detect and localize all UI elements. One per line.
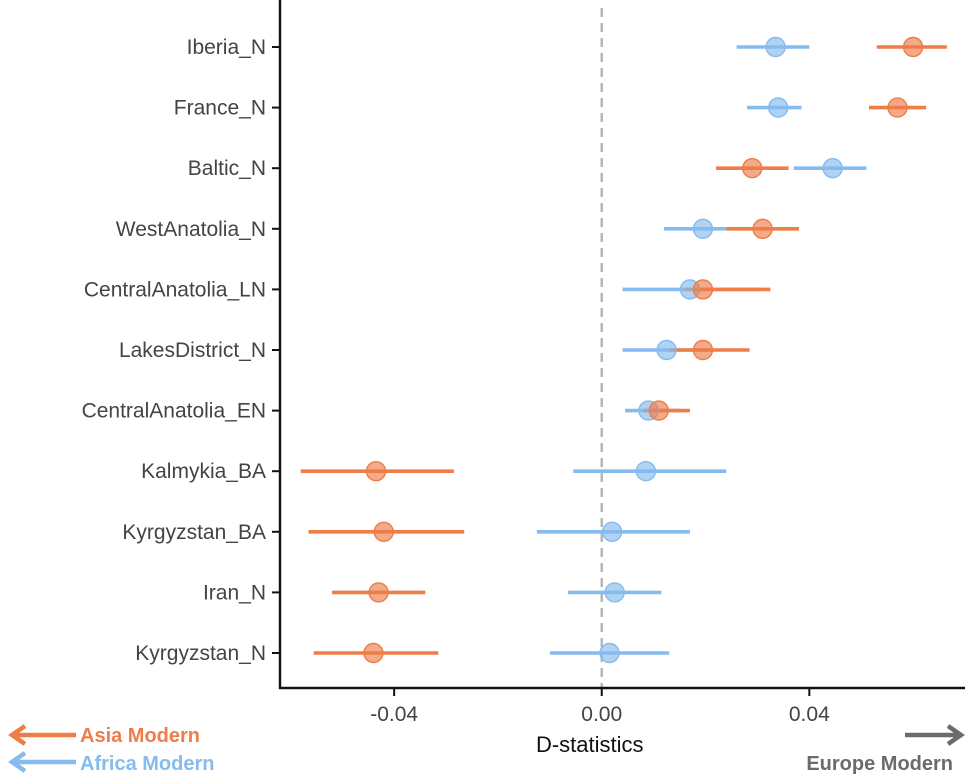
category-label: LakesDistrict_N	[119, 339, 266, 362]
category-label: WestAnatolia_N	[116, 218, 266, 241]
x-axis-title: D-statistics	[536, 732, 644, 757]
legend-europe-modern: Europe Modern	[806, 753, 953, 775]
direction-legend: Asia Modern Africa Modern Europe Modern	[8, 724, 965, 775]
africa-arrow-head	[8, 751, 27, 773]
category-label: Kyrgyzstan_BA	[122, 521, 266, 544]
category-label: CentralAnatolia_LN	[84, 278, 266, 301]
x-tick-label: 0.00	[581, 703, 622, 726]
category-label: Kalmykia_BA	[141, 460, 266, 483]
legend-asia-modern: Asia Modern	[80, 725, 200, 747]
point-africa	[692, 218, 714, 240]
x-tick-label: 0.04	[789, 703, 830, 726]
category-label: France_N	[174, 97, 266, 120]
category-label: Iberia_N	[187, 36, 266, 59]
point-asia	[363, 642, 384, 664]
point-asia	[887, 97, 908, 118]
legend-africa-modern: Africa Modern	[80, 753, 214, 775]
point-asia	[692, 339, 714, 361]
marks-layer	[300, 36, 947, 664]
asia-arrow-head	[8, 724, 27, 746]
axes-layer	[272, 0, 965, 696]
category-label: CentralAnatolia_EN	[82, 400, 266, 423]
point-asia	[902, 36, 924, 58]
point-asia	[692, 279, 714, 300]
point-asia	[648, 400, 670, 421]
point-africa	[822, 157, 843, 179]
point-asia	[742, 157, 763, 179]
category-label: Iran_N	[203, 581, 266, 604]
point-africa	[599, 642, 620, 664]
point-africa	[635, 461, 657, 482]
point-asia	[365, 461, 387, 482]
europe-arrow-head	[946, 724, 965, 746]
point-asia	[752, 218, 773, 240]
point-asia	[368, 582, 389, 603]
category-label: Baltic_N	[188, 157, 266, 180]
point-asia	[373, 521, 394, 542]
point-africa	[656, 339, 677, 361]
category-label: Kyrgyzstan_N	[135, 642, 266, 665]
point-africa	[604, 582, 625, 603]
x-tick-label: -0.04	[370, 703, 418, 726]
point-africa	[765, 36, 786, 58]
point-africa	[601, 521, 623, 542]
labels-layer: -0.04 0.00 0.04 D-statistics Iberia_N France_…	[82, 36, 831, 757]
point-africa	[767, 97, 789, 118]
